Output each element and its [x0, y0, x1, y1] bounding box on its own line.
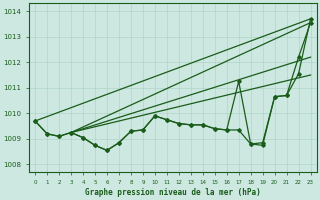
X-axis label: Graphe pression niveau de la mer (hPa): Graphe pression niveau de la mer (hPa): [85, 188, 261, 197]
